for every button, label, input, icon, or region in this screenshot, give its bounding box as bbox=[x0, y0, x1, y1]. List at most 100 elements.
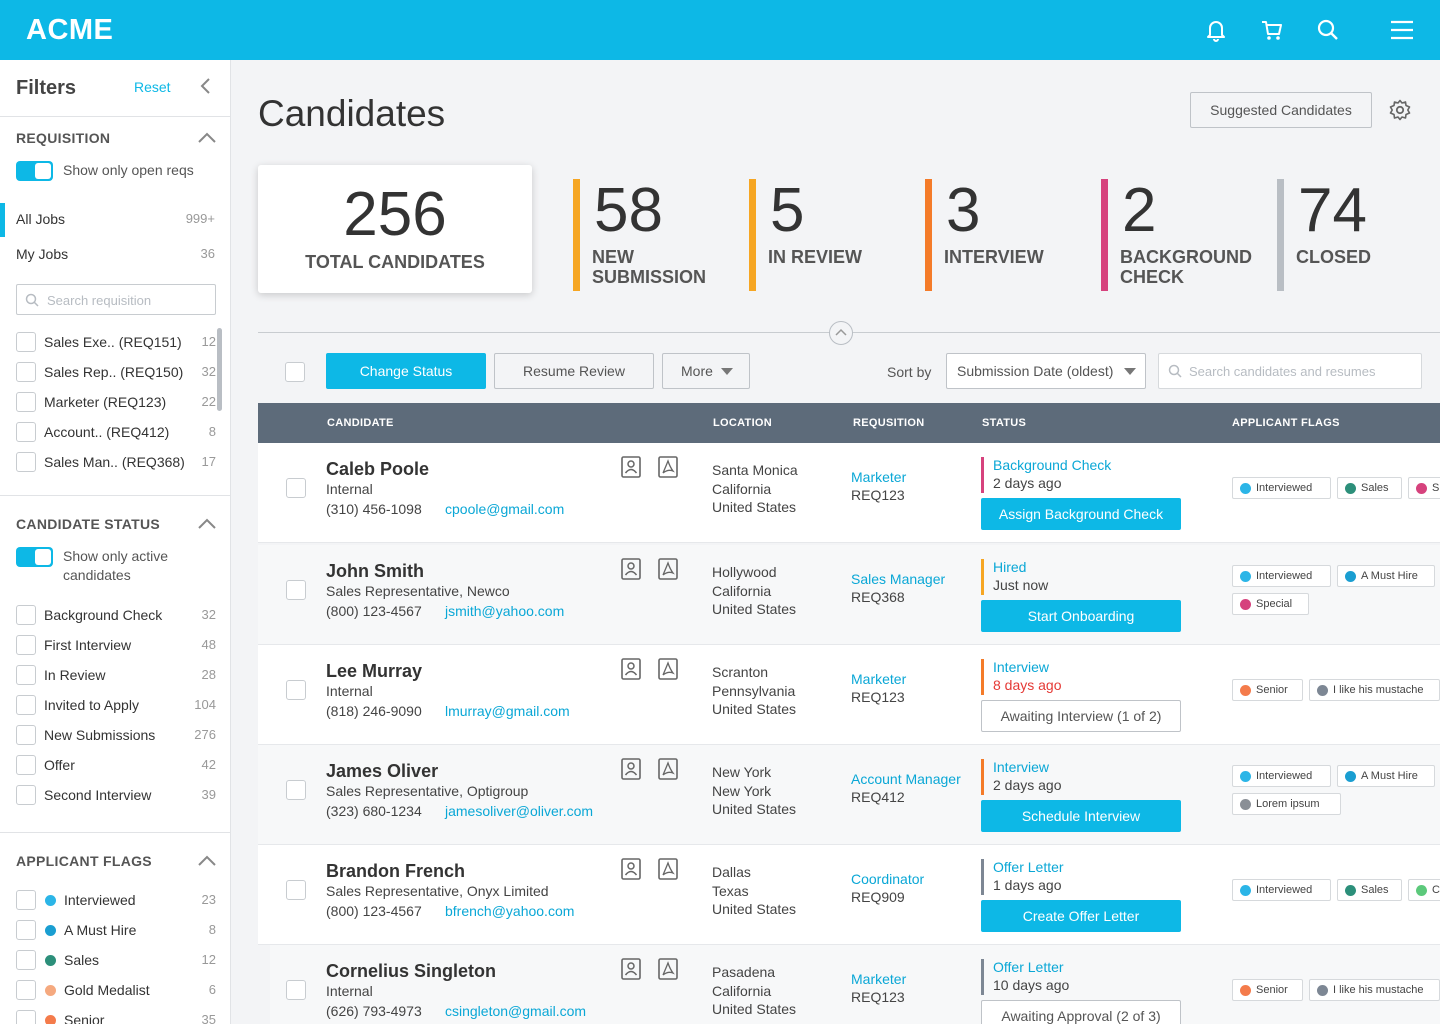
status-filter-item[interactable]: Background Check 32 bbox=[16, 604, 216, 626]
requisition-link[interactable]: Coordinator bbox=[851, 871, 925, 887]
row-checkbox[interactable] bbox=[286, 680, 306, 700]
awaiting-approval-button[interactable]: Awaiting Approval (2 of 3) bbox=[981, 1000, 1181, 1024]
profile-card-icon[interactable] bbox=[620, 557, 642, 581]
status-filter-item[interactable]: In Review 28 bbox=[16, 664, 216, 686]
table-row[interactable]: Caleb Poole Internal (310) 456-1098 cpoo… bbox=[258, 443, 1440, 543]
requisition-filter-item[interactable]: Account.. (REQ412) 8 bbox=[16, 421, 216, 443]
status-filter-item[interactable]: First Interview 48 bbox=[16, 634, 216, 656]
candidate-name[interactable]: John Smith bbox=[326, 561, 424, 581]
candidate-name[interactable]: Cornelius Singleton bbox=[326, 961, 497, 981]
checkbox[interactable] bbox=[16, 422, 36, 442]
requisition-filter-item[interactable]: Marketer (REQ123) 22 bbox=[16, 391, 216, 413]
sort-select[interactable]: Submission Date (oldest) bbox=[946, 353, 1146, 389]
flag-filter-item[interactable]: Sales 12 bbox=[16, 949, 216, 971]
pdf-icon[interactable] bbox=[657, 557, 679, 581]
table-row[interactable]: John Smith Sales Representative, Newco (… bbox=[258, 545, 1440, 645]
row-checkbox[interactable] bbox=[286, 880, 306, 900]
checkbox[interactable] bbox=[16, 635, 36, 655]
row-checkbox[interactable] bbox=[286, 478, 306, 498]
status-name[interactable]: Offer Letter bbox=[993, 859, 1064, 875]
active-candidates-toggle[interactable] bbox=[16, 547, 53, 567]
total-candidates-card[interactable]: 256 TOTAL CANDIDATES bbox=[258, 165, 532, 293]
checkbox[interactable] bbox=[16, 695, 36, 715]
requisition-link[interactable]: Sales Manager bbox=[851, 571, 946, 587]
change-status-button[interactable]: Change Status bbox=[326, 353, 486, 389]
suggested-candidates-button[interactable]: Suggested Candidates bbox=[1190, 92, 1372, 128]
checkbox[interactable] bbox=[16, 452, 36, 472]
search-candidates-input[interactable]: Search candidates and resumes bbox=[1158, 353, 1422, 389]
pdf-icon[interactable] bbox=[657, 757, 679, 781]
more-dropdown[interactable]: More bbox=[662, 353, 750, 389]
checkbox[interactable] bbox=[16, 605, 36, 625]
candidate-email[interactable]: csingleton@gmail.com bbox=[445, 1003, 587, 1019]
status-filter-item[interactable]: Invited to Apply 104 bbox=[16, 694, 216, 716]
status-name[interactable]: Interview bbox=[993, 659, 1050, 675]
checkbox[interactable] bbox=[16, 725, 36, 745]
awaiting-interview-button[interactable]: Awaiting Interview (1 of 2) bbox=[981, 700, 1181, 732]
candidate-email[interactable]: lmurray@gmail.com bbox=[445, 703, 570, 719]
requisition-filter-item[interactable]: Sales Man.. (REQ368) 17 bbox=[16, 451, 216, 473]
profile-card-icon[interactable] bbox=[620, 857, 642, 881]
status-filter-item[interactable]: Offer 42 bbox=[16, 754, 216, 776]
column-header-candidate[interactable]: CANDIDATE bbox=[327, 417, 394, 429]
flag-filter-item[interactable]: Gold Medalist 6 bbox=[16, 979, 216, 1001]
candidate-name[interactable]: Caleb Poole bbox=[326, 459, 430, 479]
status-name[interactable]: Background Check bbox=[993, 457, 1112, 473]
checkbox[interactable] bbox=[16, 332, 36, 352]
pdf-icon[interactable] bbox=[657, 455, 679, 479]
logo[interactable]: ACME bbox=[26, 14, 114, 46]
row-checkbox[interactable] bbox=[286, 980, 306, 1000]
checkbox[interactable] bbox=[16, 920, 36, 940]
open-reqs-toggle[interactable] bbox=[16, 161, 53, 181]
requisition-filter-item[interactable]: Sales Rep.. (REQ150) 32 bbox=[16, 361, 216, 383]
checkbox[interactable] bbox=[16, 755, 36, 775]
schedule-interview-button[interactable]: Schedule Interview bbox=[981, 800, 1181, 832]
profile-card-icon[interactable] bbox=[620, 957, 642, 981]
chevron-up-icon[interactable] bbox=[197, 131, 217, 145]
assign-background-check-button[interactable]: Assign Background Check bbox=[981, 498, 1181, 530]
table-row[interactable]: James Oliver Sales Representative, Optig… bbox=[258, 745, 1440, 845]
job-filter-my-jobs[interactable]: My Jobs 36 bbox=[0, 238, 230, 272]
table-row[interactable]: Lee Murray Internal (818) 246-9090 lmurr… bbox=[258, 645, 1440, 745]
profile-card-icon[interactable] bbox=[620, 757, 642, 781]
status-name[interactable]: Hired bbox=[993, 559, 1027, 575]
resume-review-button[interactable]: Resume Review bbox=[494, 353, 654, 389]
bell-icon[interactable] bbox=[1202, 16, 1230, 44]
pdf-icon[interactable] bbox=[657, 857, 679, 881]
gear-icon[interactable] bbox=[1389, 99, 1411, 121]
checkbox[interactable] bbox=[16, 392, 36, 412]
candidate-email[interactable]: jsmith@yahoo.com bbox=[445, 603, 565, 619]
requisition-scrollbar[interactable] bbox=[217, 328, 222, 411]
checkbox[interactable] bbox=[16, 950, 36, 970]
candidate-email[interactable]: jamesoliver@oliver.com bbox=[445, 803, 594, 819]
candidate-name[interactable]: Brandon French bbox=[326, 861, 466, 881]
checkbox[interactable] bbox=[16, 980, 36, 1000]
collapse-stats-button[interactable] bbox=[829, 321, 853, 345]
requisition-link[interactable]: Marketer bbox=[851, 671, 907, 687]
search-icon[interactable] bbox=[1314, 16, 1342, 44]
table-row[interactable]: Brandon French Sales Representative, Ony… bbox=[258, 845, 1440, 945]
status-filter-item[interactable]: Second Interview 39 bbox=[16, 784, 216, 806]
candidate-email[interactable]: bfrench@yahoo.com bbox=[445, 903, 575, 919]
create-offer-letter-button[interactable]: Create Offer Letter bbox=[981, 900, 1181, 932]
status-name[interactable]: Interview bbox=[993, 759, 1050, 775]
row-checkbox[interactable] bbox=[286, 780, 306, 800]
search-requisition-input[interactable]: Search requisition bbox=[16, 284, 216, 315]
candidate-name[interactable]: Lee Murray bbox=[326, 661, 423, 681]
flag-filter-item[interactable]: Interviewed 23 bbox=[16, 889, 216, 911]
requisition-link[interactable]: Marketer bbox=[851, 971, 907, 987]
pdf-icon[interactable] bbox=[657, 657, 679, 681]
pdf-icon[interactable] bbox=[657, 957, 679, 981]
collapse-sidebar-icon[interactable] bbox=[196, 76, 216, 96]
flag-filter-item[interactable]: Senior 35 bbox=[16, 1009, 216, 1024]
requisition-link[interactable]: Marketer bbox=[851, 469, 907, 485]
reset-link[interactable]: Reset bbox=[134, 79, 171, 95]
job-filter-all-jobs[interactable]: All Jobs 999+ bbox=[0, 203, 230, 237]
status-name[interactable]: Offer Letter bbox=[993, 959, 1064, 975]
column-header-requisition[interactable]: REQUSITION bbox=[853, 417, 925, 429]
column-header-location[interactable]: LOCATION bbox=[713, 417, 773, 429]
profile-card-icon[interactable] bbox=[620, 657, 642, 681]
column-header-status[interactable]: STATUS bbox=[982, 417, 1027, 429]
row-checkbox[interactable] bbox=[286, 580, 306, 600]
flag-filter-item[interactable]: A Must Hire 8 bbox=[16, 919, 216, 941]
